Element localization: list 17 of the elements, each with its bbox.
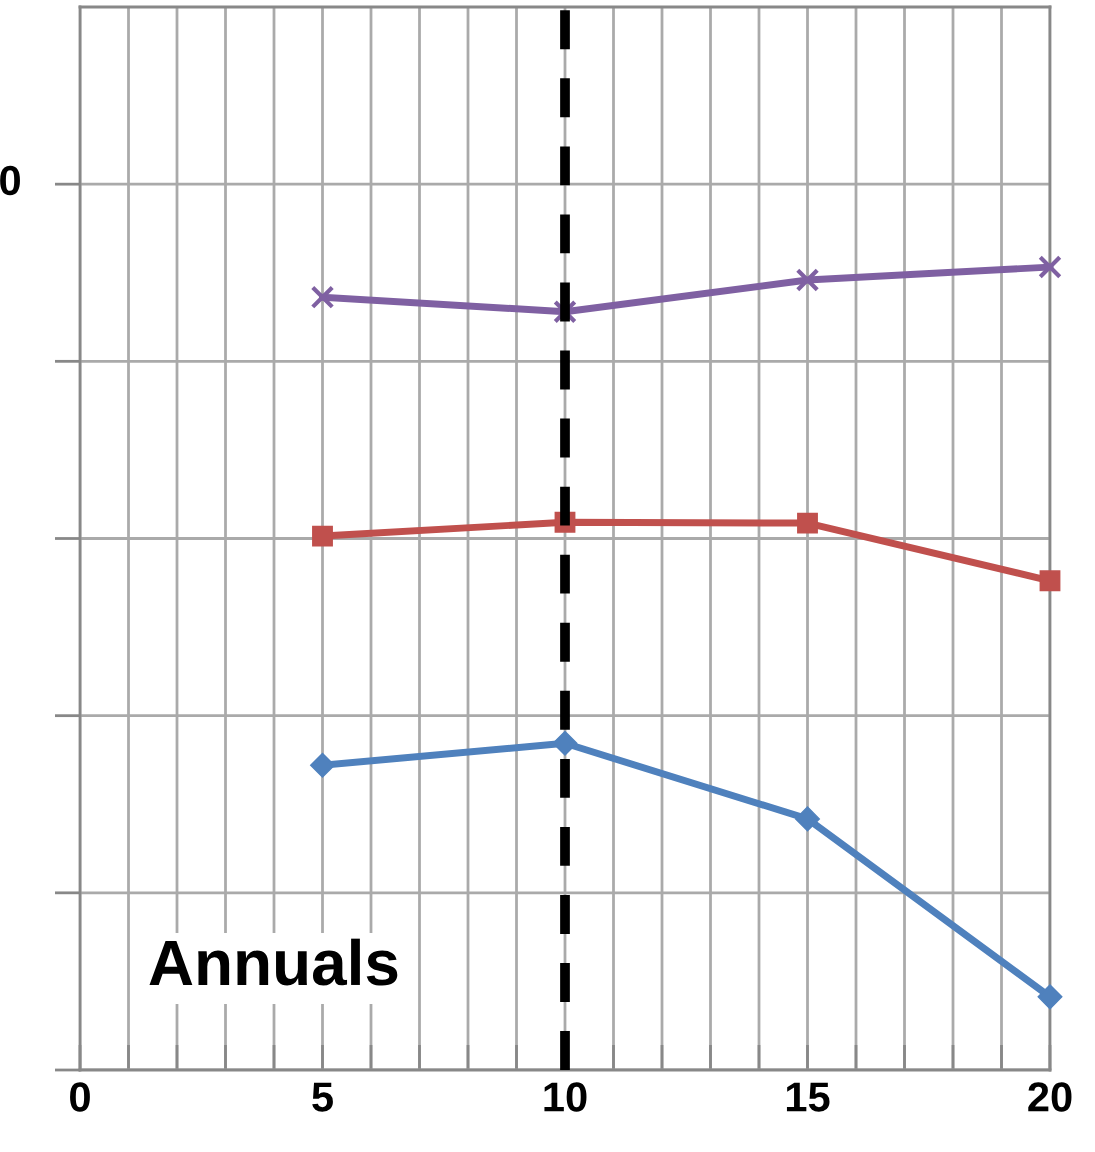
x-tick-label: 0	[70, 1082, 90, 1112]
x-tick-label: 20	[1028, 1082, 1072, 1112]
text: 0	[0, 165, 20, 196]
point	[797, 512, 818, 534]
x-tick-label: 5	[312, 1082, 333, 1112]
annotation: Annuals	[149, 938, 398, 986]
point	[552, 730, 578, 756]
point	[1039, 570, 1061, 592]
point	[795, 268, 820, 292]
point	[310, 752, 335, 778]
x-tick-label: 10	[544, 1082, 587, 1112]
point	[1037, 984, 1063, 1010]
point	[310, 285, 335, 309]
point	[795, 806, 820, 832]
point	[1038, 255, 1062, 279]
x-tick-label: 15	[786, 1082, 830, 1112]
point	[312, 525, 333, 547]
